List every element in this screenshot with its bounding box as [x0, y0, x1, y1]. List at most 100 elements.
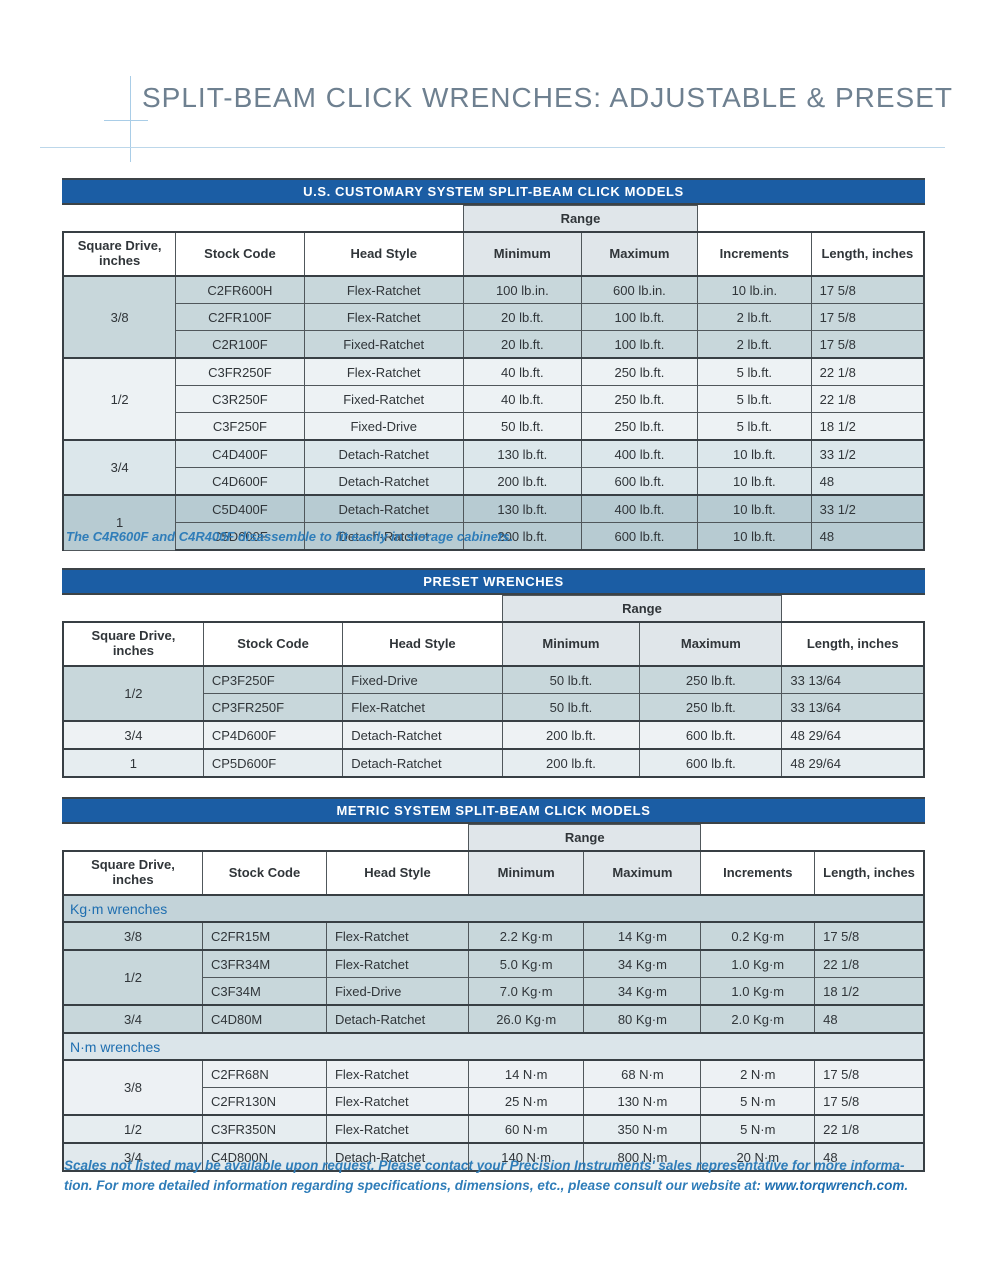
column-header: Head Style	[342, 621, 503, 667]
cell-head: Fixed-Drive	[342, 665, 503, 694]
website-link[interactable]: www.torqwrench.com	[764, 1178, 905, 1193]
section-label-row: Kg·m wrenches	[62, 894, 925, 923]
table-row: 1/2 CP3F250F Fixed-Drive 50 lb.ft. 250 lb.ft…	[61, 665, 926, 722]
table-row: 3/8 C2FR15M Flex-Ratchet 2.2 Kg·m 14 Kg·m 0.2…	[61, 921, 926, 951]
cell-inc: 1.0 Kg·m	[700, 949, 816, 978]
cell-stock: C2FR100F	[175, 303, 305, 331]
table-row: 1 C5D400F Detach-Ratchet 130 lb.ft. 400 lb.f…	[62, 494, 925, 551]
drive-size-cell: 3/4	[61, 720, 204, 750]
cell-min: 200 lb.ft.	[462, 467, 582, 496]
cell-head: Flex-Ratchet	[325, 1114, 470, 1144]
column-header: Square Drive, inches	[62, 231, 177, 277]
column-header: Length, inches	[781, 621, 926, 667]
cell-stock: C3R250F	[175, 385, 305, 413]
cell-inc: 10 lb.ft.	[697, 439, 812, 468]
range-row-spacer	[697, 205, 924, 232]
cell-min: 25 N·m	[467, 1087, 585, 1116]
cell-inc: 2.0 Kg·m	[700, 1004, 816, 1034]
cell-stock: C4D400F	[175, 439, 305, 468]
cell-head: Flex-Ratchet	[325, 1059, 470, 1088]
column-header: Length, inches	[810, 231, 925, 277]
cell-len: 48	[810, 467, 925, 496]
cell-inc: 5 lb.ft.	[697, 357, 812, 386]
column-header: Minimum	[501, 621, 641, 667]
cell-head: Detach-Ratchet	[303, 467, 464, 496]
cell-max: 600 lb.ft.	[580, 467, 699, 496]
footer-text: Scales not listed may be available upon …	[64, 1156, 929, 1196]
cell-min: 100 lb.in.	[462, 275, 582, 304]
drive-size-cell: 1/2	[61, 665, 204, 722]
column-header: Maximum	[580, 231, 699, 277]
cell-stock: C3F250F	[175, 412, 305, 441]
cell-len: 48	[814, 1142, 926, 1172]
cell-max: 68 N·m	[583, 1059, 702, 1088]
cell-max: 400 lb.ft.	[580, 494, 699, 523]
column-header: Increments	[697, 231, 812, 277]
cell-len: 18 1/2	[810, 412, 925, 441]
cell-stock: C3F34M	[201, 977, 327, 1006]
cell-len: 33 1/2	[810, 439, 925, 468]
us-customary-table-grid: Range Square Drive, inches Stock Code Head …	[62, 205, 925, 551]
metric-system-table-grid: Range Square Drive, inches Stock Code Head …	[61, 824, 926, 1172]
cell-max: 100 lb.ft.	[580, 330, 699, 359]
cell-head: Detach-Ratchet	[342, 748, 503, 778]
cell-max: 600 lb.in.	[580, 275, 699, 304]
cell-min: 20 lb.ft.	[462, 330, 582, 359]
cell-inc: 5 lb.ft.	[697, 412, 812, 441]
crosshair-vertical-line	[130, 76, 131, 162]
cell-len: 48	[810, 522, 925, 551]
cell-inc: 1.0 Kg·m	[700, 977, 816, 1006]
metric-system-table: METRIC SYSTEM SPLIT-BEAM CLICK MODELS Ran…	[61, 797, 926, 1172]
cell-head: Flex-Ratchet	[325, 949, 470, 978]
cell-stock: CP4D600F	[202, 720, 344, 750]
cell-head: Detach-Ratchet	[325, 1142, 470, 1172]
range-row-spacer	[63, 205, 464, 232]
cell-len: 17 5/8	[814, 1087, 926, 1116]
cell-max: 250 lb.ft.	[639, 665, 783, 694]
section-label-row: N·m wrenches	[62, 1032, 925, 1061]
cell-stock: C3FR34M	[201, 949, 327, 978]
cell-inc: 2 lb.ft.	[697, 303, 812, 331]
table-row: 1/2 C3FR34M Flex-Ratchet 5.0 Kg·m 34 Kg·m 1.0…	[61, 949, 926, 1006]
cell-max: 250 lb.ft.	[639, 693, 783, 722]
cell-len: 17 5/8	[814, 1059, 926, 1088]
table-row: C3R250F Fixed-Ratchet 40 lb.ft. 250 lb.ft. 5…	[63, 385, 925, 413]
page-title: SPLIT-BEAM CLICK WRENCHES: ADJUSTABLE & …	[142, 82, 953, 113]
cell-inc: 5 lb.ft.	[697, 385, 812, 413]
cell-max: 250 lb.ft.	[580, 385, 699, 413]
column-header: Square Drive, inches	[61, 850, 203, 896]
preset-wrenches-table: PRESET WRENCHES Range Square Drive, inches…	[61, 568, 926, 778]
cell-min: 40 lb.ft.	[462, 385, 582, 413]
cell-min: 50 lb.ft.	[501, 665, 641, 694]
cell-min: 130 lb.ft.	[462, 494, 582, 523]
cell-max: 34 Kg·m	[583, 977, 702, 1006]
footer-suffix: .	[904, 1178, 909, 1193]
cell-max: 350 N·m	[583, 1114, 702, 1144]
cell-len: 48 29/64	[781, 748, 926, 778]
cell-stock: C2FR15M	[201, 921, 327, 951]
table-row: 3/4 C4D400F Detach-Ratchet 130 lb.ft. 400 lb…	[62, 439, 925, 496]
column-header: Stock Code	[201, 850, 327, 896]
cell-stock: C3FR350N	[201, 1114, 327, 1144]
drive-size-cell: 1	[61, 748, 204, 778]
cell-len: 22 1/8	[810, 385, 925, 413]
cell-stock: C2FR600H	[175, 275, 305, 304]
table-row: C4D600F Detach-Ratchet 200 lb.ft. 600 lb.ft…	[63, 467, 925, 496]
column-header: Head Style	[325, 850, 470, 896]
cell-head: Flex-Ratchet	[325, 921, 470, 951]
cell-head: Fixed-Drive	[325, 977, 470, 1006]
cell-min: 26.0 Kg·m	[467, 1004, 585, 1034]
cell-min: 200 lb.ft.	[501, 748, 641, 778]
cell-inc: 20 N·m	[700, 1142, 816, 1172]
cell-head: Flex-Ratchet	[342, 693, 503, 722]
table-title-bar: METRIC SYSTEM SPLIT-BEAM CLICK MODELS	[62, 797, 925, 824]
cell-inc: 0.2 Kg·m	[700, 921, 816, 951]
drive-size-cell: 1/2	[61, 949, 203, 1006]
cell-min: 130 lb.ft.	[462, 439, 582, 468]
cell-max: 14 Kg·m	[583, 921, 702, 951]
cell-inc: 10 lb.in.	[697, 275, 812, 304]
cell-stock: CP5D600F	[202, 748, 344, 778]
table-title-bar: U.S. CUSTOMARY SYSTEM SPLIT-BEAM CLICK M…	[62, 178, 925, 205]
range-header: Range	[462, 205, 699, 233]
cell-min: 5.0 Kg·m	[467, 949, 585, 978]
